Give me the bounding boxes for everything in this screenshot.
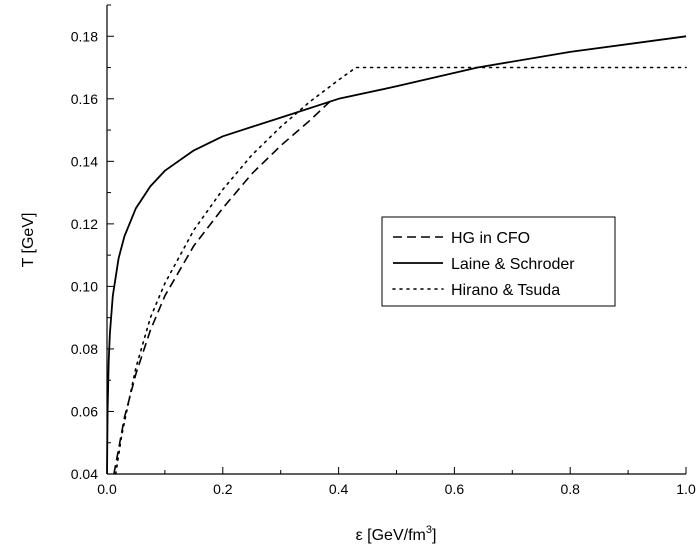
legend-box xyxy=(381,216,616,307)
legend-label-2: Laine & Schroder xyxy=(451,256,575,273)
x-axis-label-superscript: 3 xyxy=(426,524,432,536)
y-tick-label: 0.10 xyxy=(71,278,98,294)
series-layer xyxy=(106,35,687,475)
legend-label-3: Hirano & Tsuda xyxy=(451,282,560,299)
x-axis: 0.0 0.2 0.4 0.6 0.8 1.0 xyxy=(97,467,696,497)
legend: HG in CFO Laine & Schroder Hirano & Tsuda xyxy=(381,216,616,307)
y-tick-label: 0.04 xyxy=(71,466,98,482)
x-tick-label: 0.4 xyxy=(329,481,349,497)
y-axis: 0.04 0.06 0.08 0.10 0.12 0.14 0.16 0.18 xyxy=(71,4,114,482)
legend-label-1: HG in CFO xyxy=(451,230,530,247)
y-tick-label: 0.16 xyxy=(71,91,98,107)
x-tick-label: 0.2 xyxy=(213,481,233,497)
y-tick-label: 0.18 xyxy=(71,28,98,44)
series-line-3 xyxy=(114,66,687,475)
y-tick-label: 0.08 xyxy=(71,341,98,357)
y-axis-label: T [GeV] xyxy=(20,213,37,268)
series-line-2 xyxy=(106,35,687,475)
x-tick-label: 1.0 xyxy=(676,481,696,497)
series-line-1 xyxy=(113,98,334,475)
x-axis-label: ε [GeV/fm3] xyxy=(356,524,437,544)
y-tick-label: 0.12 xyxy=(71,216,98,232)
y-tick-label: 0.06 xyxy=(71,403,98,419)
x-tick-label: 0.6 xyxy=(445,481,465,497)
x-tick-label: 0.8 xyxy=(560,481,580,497)
x-tick-label: 0.0 xyxy=(97,481,117,497)
y-tick-label: 0.14 xyxy=(71,153,98,169)
